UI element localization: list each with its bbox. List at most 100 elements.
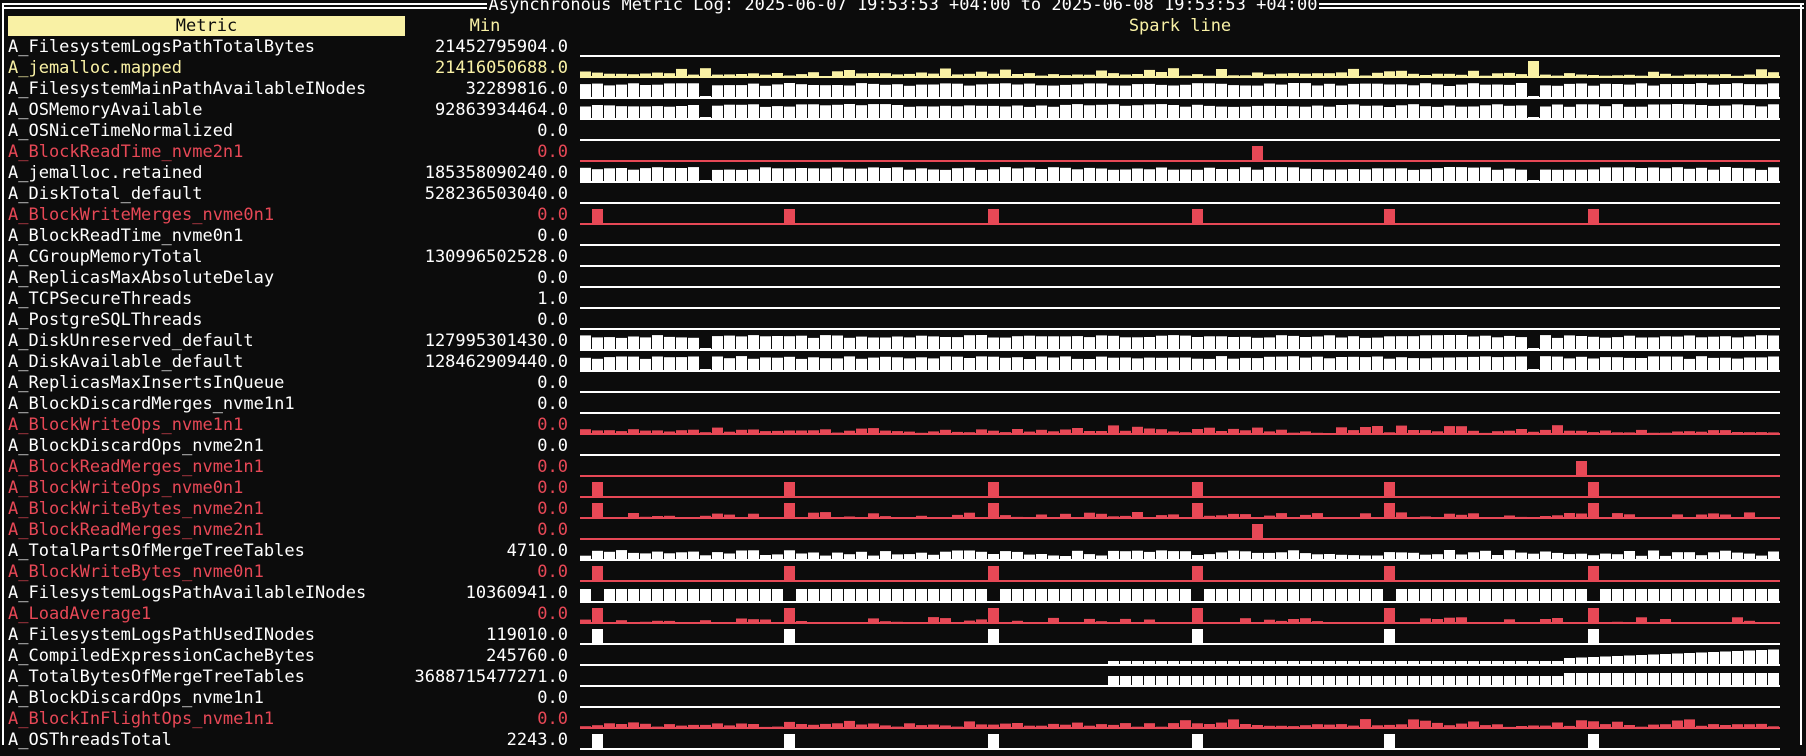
spark-bar <box>1180 357 1191 372</box>
spark-bar <box>748 335 759 351</box>
spark-bar <box>616 550 627 561</box>
table-row[interactable]: A_jemalloc.retained 185358090240.0 <box>0 163 1806 184</box>
table-row[interactable]: A_BlockReadTime_nvme2n1 0.0 <box>0 142 1806 163</box>
spark-bar <box>1048 357 1059 372</box>
spark-bar <box>1312 513 1323 519</box>
column-header-metric[interactable]: Metric <box>8 16 405 36</box>
table-row[interactable]: A_TCPSecureThreads 1.0 <box>0 289 1806 310</box>
spark-bar <box>1240 514 1251 519</box>
spark-line-cell <box>580 499 1780 520</box>
spark-bar <box>1672 336 1683 351</box>
table-row[interactable]: A_BlockWriteMerges_nvme0n1 0.0 <box>0 205 1806 226</box>
spark-bar <box>1072 550 1083 561</box>
spark-line <box>580 454 1780 456</box>
table-row[interactable]: A_BlockWriteBytes_nvme0n1 0.0 <box>0 562 1806 583</box>
spark-bar <box>1660 84 1671 99</box>
table-row[interactable]: A_BlockDiscardOps_nvme2n1 0.0 <box>0 436 1806 457</box>
spark-bar <box>940 589 951 603</box>
spark-bar <box>772 554 783 561</box>
spark-bar <box>1252 676 1263 687</box>
spark-bar <box>652 84 663 99</box>
table-row[interactable]: A_TotalPartsOfMergeTreeTables 4710.0 <box>0 541 1806 562</box>
spark-bar <box>1216 589 1227 603</box>
table-row[interactable]: A_BlockWriteOps_nvme0n1 0.0 <box>0 478 1806 499</box>
table-row[interactable]: A_jemalloc.mapped 21416050688.0 <box>0 58 1806 79</box>
table-row[interactable]: A_BlockInFlightOps_nvme1n1 0.0 <box>0 709 1806 730</box>
spark-bar <box>1648 337 1659 351</box>
spark-bar <box>964 685 975 687</box>
spark-bar <box>916 589 927 603</box>
spark-bar <box>892 74 903 78</box>
spark-bar <box>1396 724 1407 729</box>
spark-bar <box>1768 72 1779 78</box>
metric-min-value: 0.0 <box>537 310 568 330</box>
table-row[interactable]: A_BlockReadTime_nvme0n1 0.0 <box>0 226 1806 247</box>
table-row[interactable]: A_OSMemoryAvailable 92863934464.0 <box>0 100 1806 121</box>
table-row[interactable]: A_BlockWriteOps_nvme1n1 0.0 <box>0 415 1806 436</box>
table-row[interactable]: A_BlockDiscardOps_nvme1n1 0.0 <box>0 688 1806 709</box>
spark-bar <box>772 589 783 603</box>
spark-bar <box>700 724 711 729</box>
metric-name: A_BlockWriteMerges_nvme0n1 <box>8 205 275 225</box>
table-row[interactable]: A_PostgreSQLThreads 0.0 <box>0 310 1806 331</box>
spark-bar <box>1384 503 1395 519</box>
table-row[interactable]: A_FilesystemLogsPathUsedINodes 119010.0 <box>0 625 1806 646</box>
table-row[interactable]: A_LoadAverage1 0.0 <box>0 604 1806 625</box>
spark-bar <box>700 555 711 561</box>
table-row[interactable]: A_DiskUnreserved_default 127995301430.0 <box>0 331 1806 352</box>
spark-bar <box>1624 514 1635 519</box>
table-row[interactable]: A_BlockDiscardMerges_nvme1n1 0.0 <box>0 394 1806 415</box>
spark-bar <box>784 550 795 561</box>
spark-bar <box>1696 105 1707 120</box>
table-row[interactable]: A_CGroupMemoryTotal 130996502528.0 <box>0 247 1806 268</box>
table-row[interactable]: A_FilesystemLogsPathAvailableINodes 10360… <box>0 583 1806 604</box>
spark-bar <box>1636 726 1647 729</box>
spark-bar <box>1048 555 1059 561</box>
table-row[interactable]: A_BlockReadMerges_nvme1n1 0.0 <box>0 457 1806 478</box>
spark-bar <box>1384 168 1395 183</box>
spark-line-cell <box>580 541 1780 562</box>
spark-bar <box>904 358 915 372</box>
table-row[interactable]: A_CompiledExpressionCacheBytes 245760.0 <box>0 646 1806 667</box>
column-header-min[interactable]: Min <box>469 16 501 36</box>
table-row[interactable]: A_DiskTotal_default 528236503040.0 <box>0 184 1806 205</box>
spark-bar <box>1192 555 1203 561</box>
table-row[interactable]: A_OSNiceTimeNormalized 0.0 <box>0 121 1806 142</box>
spark-bar <box>652 430 663 435</box>
spark-bar <box>1576 83 1587 99</box>
spark-baseline <box>580 706 1780 708</box>
table-row[interactable]: A_ReplicasMaxAbsoluteDelay 0.0 <box>0 268 1806 289</box>
metric-name: A_OSThreadsTotal <box>8 730 172 750</box>
table-row[interactable]: A_FilesystemLogsPathTotalBytes 2145279590… <box>0 37 1806 58</box>
table-row[interactable]: A_ReplicasMaxInsertsInQueue 0.0 <box>0 373 1806 394</box>
spark-bar <box>892 621 903 624</box>
spark-bar <box>1636 429 1647 435</box>
spark-bar <box>1720 589 1731 603</box>
spark-bar <box>820 723 831 729</box>
table-row[interactable]: A_TotalBytesOfMergeTreeTables 36887154772… <box>0 667 1806 688</box>
spark-bar <box>1240 106 1251 120</box>
spark-bar <box>904 723 915 729</box>
spark-bar <box>592 209 603 225</box>
spark-bar <box>616 724 627 729</box>
spark-bar <box>1216 69 1227 78</box>
spark-bar <box>1372 72 1383 78</box>
table-row[interactable]: A_FilesystemMainPathAvailableINodes 32289… <box>0 79 1806 100</box>
metric-min-value: 21416050688.0 <box>434 58 568 78</box>
spark-line-cell <box>580 184 1780 205</box>
spark-bar <box>1156 335 1167 351</box>
spark-bar <box>1480 105 1491 120</box>
spark-bar <box>796 335 807 351</box>
spark-bar <box>1672 514 1683 519</box>
spark-bar <box>1288 550 1299 561</box>
spark-bar <box>1516 83 1527 99</box>
table-row[interactable]: A_OSThreadsTotal 2243.0 <box>0 730 1806 751</box>
table-row[interactable]: A_BlockWriteBytes_nvme2n1 0.0 <box>0 499 1806 520</box>
table-row[interactable]: A_BlockReadMerges_nvme2n1 0.0 <box>0 520 1806 541</box>
spark-line-cell <box>580 709 1780 730</box>
spark-bar <box>1456 514 1467 519</box>
spark-bar <box>604 430 615 435</box>
spark-bar <box>592 105 603 120</box>
spark-bar <box>1636 655 1647 666</box>
table-row[interactable]: A_DiskAvailable_default 128462909440.0 <box>0 352 1806 373</box>
